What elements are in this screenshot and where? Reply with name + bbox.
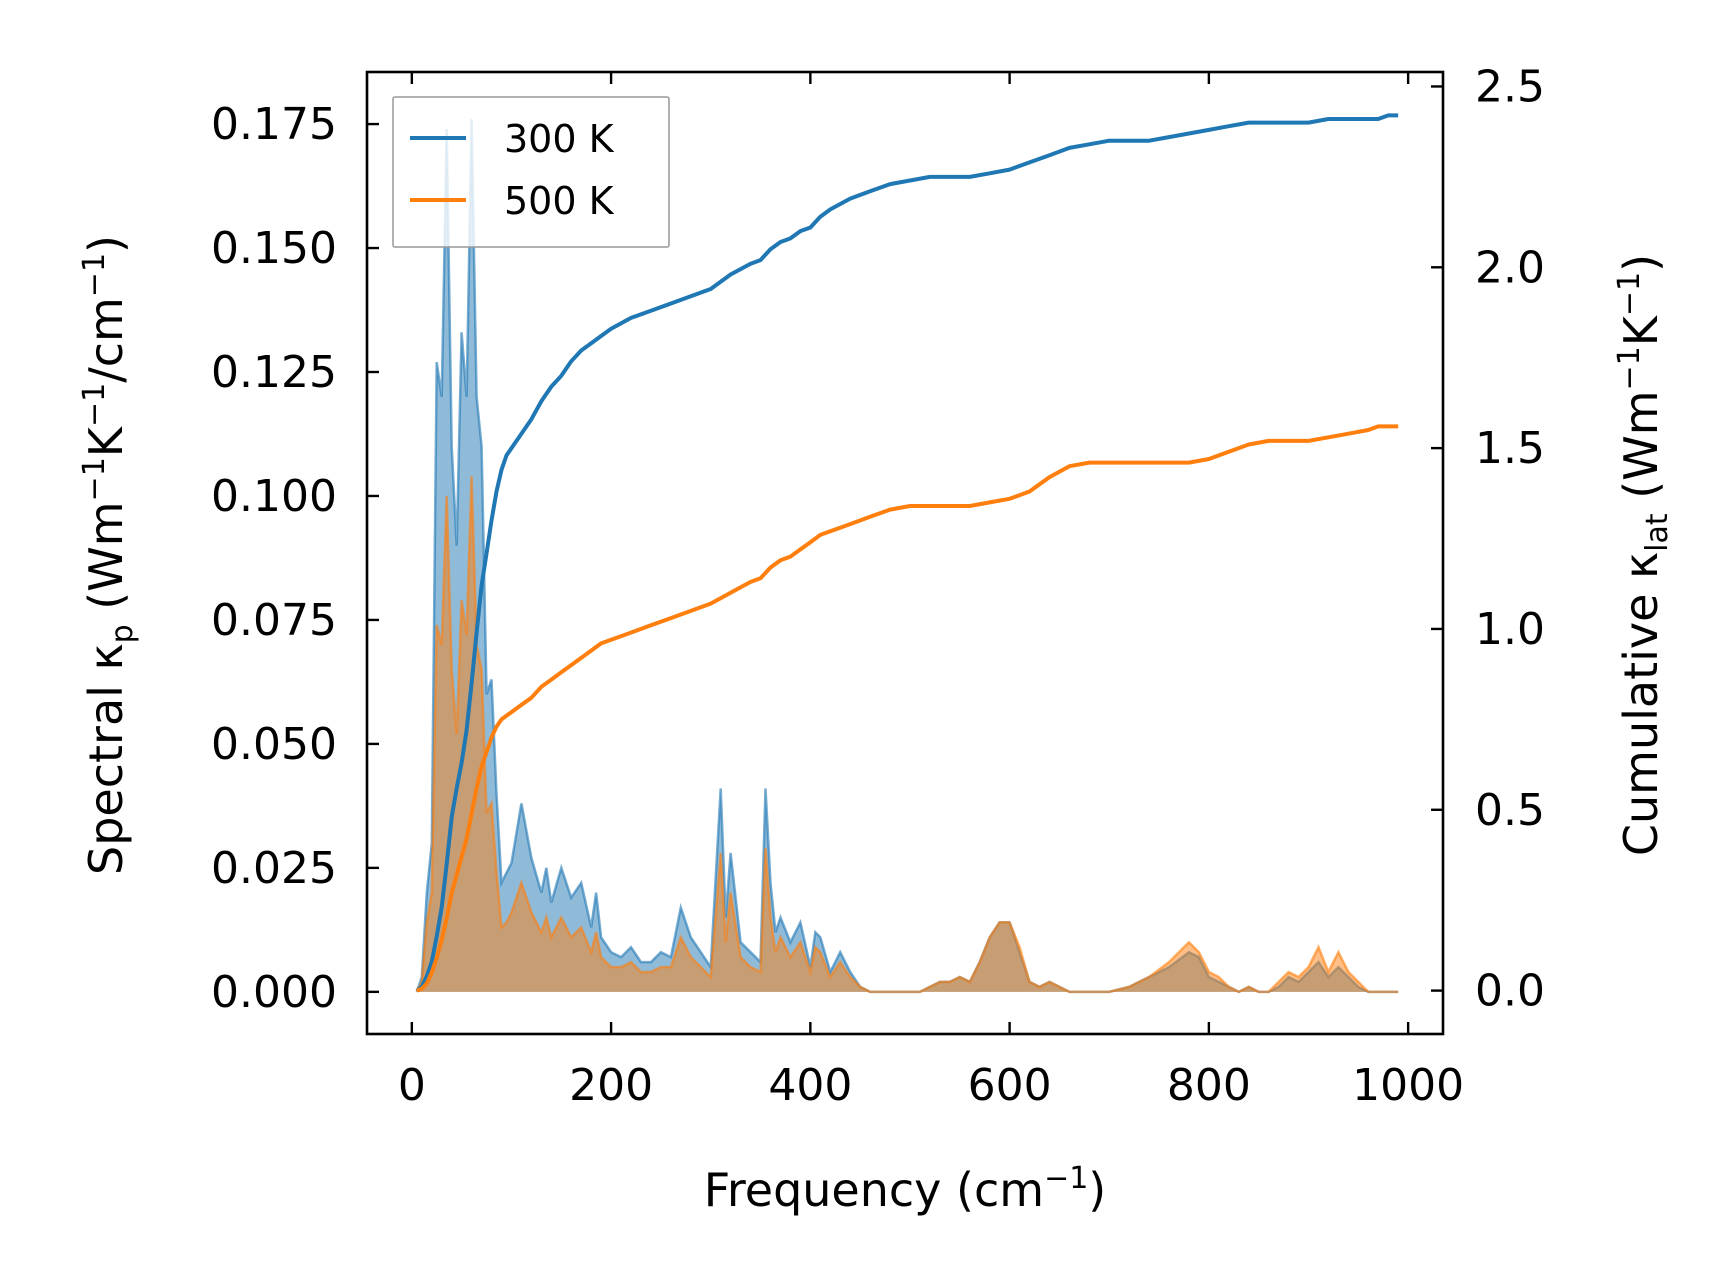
cumulative-line-layer — [415, 113, 1399, 993]
y-left-tick-label: 0.125 — [211, 347, 337, 398]
y-axis-right-label: Cumulative κlat (Wm−1K−1) — [1612, 254, 1675, 856]
y-right-tick-label: 0.0 — [1475, 966, 1545, 1017]
x-tick-label: 0 — [398, 1060, 426, 1111]
y-right-tick-label: 2.5 — [1475, 61, 1545, 112]
x-tick-label: 600 — [968, 1060, 1052, 1111]
y-right-tick-label: 1.5 — [1475, 423, 1545, 474]
y-left-tick-label: 0.100 — [211, 471, 337, 522]
x-tick-label: 200 — [569, 1060, 653, 1111]
x-tick-label: 400 — [768, 1060, 852, 1111]
y-left-tick-label: 0.175 — [211, 99, 337, 150]
y-right-tick-label: 1.0 — [1475, 604, 1545, 655]
cumulative-line-300k — [415, 113, 1399, 993]
spectral-fill-layer — [415, 119, 1399, 994]
y-left-tick-label: 0.050 — [211, 719, 337, 770]
x-axis-label: Frequency (cm−1) — [704, 1161, 1107, 1217]
spectral-edge-500k — [415, 476, 1399, 994]
legend-label-300k: 300 K — [504, 117, 615, 161]
legend: 300 K 500 K — [392, 96, 670, 248]
x-tick-label: 1000 — [1352, 1060, 1464, 1111]
y-left-tick-label: 0.075 — [211, 595, 337, 646]
axis-ticks: 0 200 400 600 800 1000 0.000 0.025 0.050 0.075 0.1… — [211, 61, 1545, 1111]
cumulative-line-500k — [416, 424, 1399, 993]
legend-box — [392, 96, 670, 248]
legend-label-500k: 500 K — [504, 179, 615, 223]
y-left-tick-label: 0.150 — [211, 223, 337, 274]
y-left-tick-label: 0.025 — [211, 843, 337, 894]
y-right-tick-label: 2.0 — [1475, 242, 1545, 293]
plot-frame — [365, 70, 1445, 1036]
y-right-tick-label: 0.5 — [1475, 785, 1545, 836]
x-tick-label: 800 — [1167, 1060, 1251, 1111]
y-axis-left-label: Spectral κp (Wm−1K−1/cm−1) — [77, 235, 140, 875]
y-left-tick-label: 0.000 — [211, 967, 337, 1018]
spectral-area-500k — [416, 476, 1399, 992]
